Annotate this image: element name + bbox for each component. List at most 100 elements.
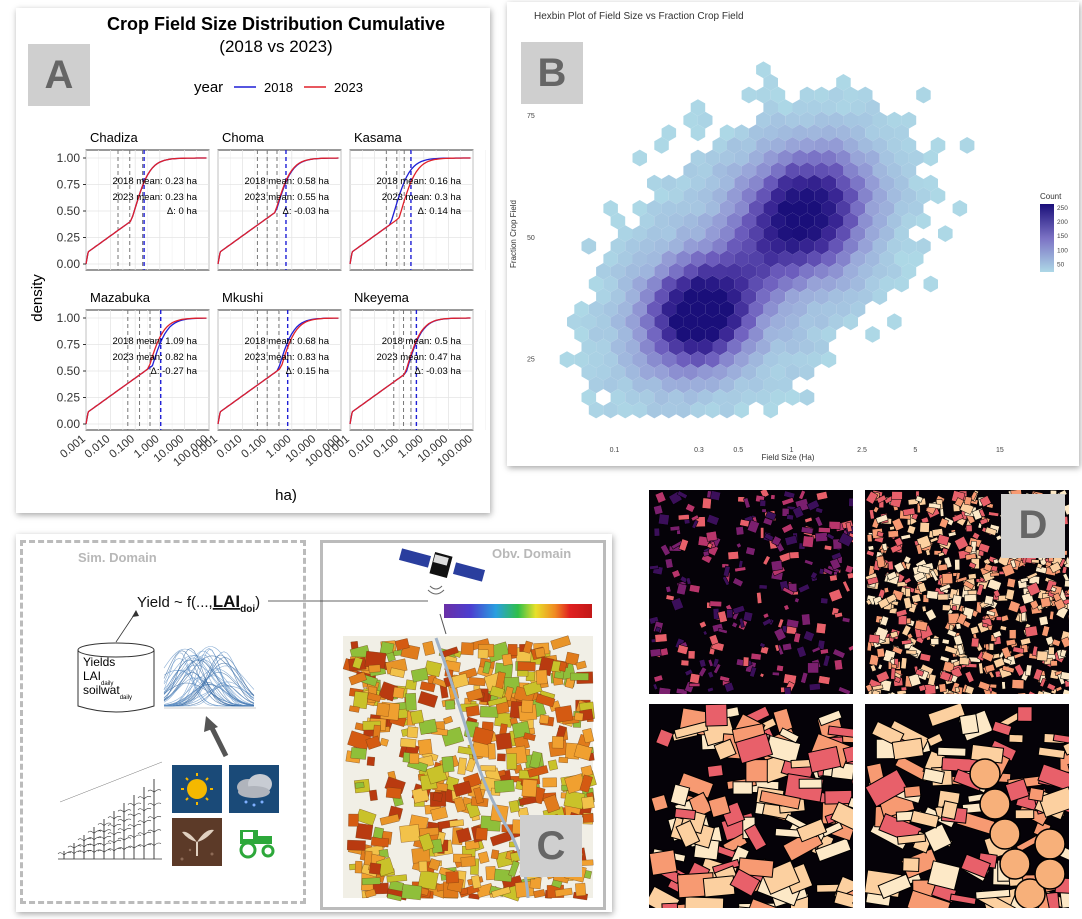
field-segment: [964, 544, 974, 554]
hex-cell: [792, 124, 808, 142]
field-segment: [1009, 629, 1017, 639]
hex-cell: [647, 275, 662, 293]
hex-cell: [763, 275, 778, 293]
satellite-icon: [398, 548, 486, 595]
field-segment: [992, 558, 999, 565]
plant-leaf: [113, 824, 122, 828]
field-segment: [937, 593, 949, 601]
field-segment: [988, 670, 995, 679]
hex-cell: [676, 376, 691, 394]
field-segment: [676, 644, 689, 655]
hex-cell: [734, 250, 749, 268]
field-segment: [664, 558, 674, 569]
hex-cell: [887, 162, 902, 179]
hex-cell: [719, 250, 735, 268]
plant-leaf: [113, 840, 122, 844]
hex-cell: [588, 300, 604, 318]
field-segment: [942, 604, 951, 612]
annotation-mean-2023: 2023 mean: 0.83 ha: [244, 352, 329, 363]
field-patch: [394, 638, 410, 651]
field-segment: [688, 584, 701, 594]
field-segment: [732, 577, 744, 588]
hex-cell: [712, 363, 727, 381]
field-segment: [946, 629, 958, 638]
plant-leaf: [103, 842, 112, 846]
field-segment: [781, 523, 794, 534]
hex-cell: [683, 338, 698, 356]
hex-cell: [814, 288, 829, 305]
plant-leaf: [127, 845, 135, 849]
hex-cell: [567, 313, 582, 331]
field-segment: [749, 666, 758, 678]
pivot-field: [969, 758, 1001, 790]
field-segment: [1040, 596, 1052, 608]
hex-cell: [734, 275, 749, 293]
field-segment: [811, 646, 821, 654]
field-segment: [777, 618, 785, 629]
field-segment: [939, 670, 952, 682]
inputs-arrowhead: [204, 716, 218, 732]
field-patch: [508, 860, 520, 878]
plant-leaf: [87, 837, 95, 841]
hex-cell: [712, 288, 727, 305]
hex-cell: [748, 149, 764, 167]
hex-cell: [850, 275, 866, 293]
field-patch: [352, 691, 369, 710]
db-yields: Yields: [83, 655, 115, 669]
field-segment: [846, 572, 853, 580]
field-segment: [1036, 562, 1043, 569]
cumulative-distribution-chart: Crop Field Size Distribution Cumulative …: [29, 14, 486, 504]
hex-cell: [690, 124, 706, 142]
hex-cell: [879, 250, 895, 268]
field-segment: [896, 833, 927, 845]
hex-cell: [850, 99, 866, 116]
field-segment: [783, 490, 796, 500]
field-segment: [887, 560, 894, 571]
field-segment: [818, 568, 825, 575]
hex-cell: [879, 174, 895, 192]
field-segment: [829, 574, 838, 582]
field-segment: [1008, 733, 1024, 744]
field-patch: [445, 871, 459, 884]
field-segment: [869, 509, 875, 520]
hex-cell: [617, 351, 633, 368]
field-segment: [886, 691, 897, 694]
hex-cell: [625, 313, 640, 331]
field-segment: [907, 518, 911, 526]
hex-cell: [843, 237, 858, 255]
hex-cell: [836, 225, 851, 242]
field-segment: [956, 576, 968, 583]
field-patch: [370, 836, 390, 848]
hex-cell: [821, 225, 837, 242]
field-segment: [900, 686, 907, 692]
hex-cell: [770, 187, 786, 205]
hex-cell: [792, 225, 808, 242]
hex-cell: [828, 237, 844, 255]
colorbar-tick-label: 250: [1057, 205, 1068, 212]
field-patch: [432, 792, 443, 802]
field-patch: [417, 738, 433, 755]
hex-cell: [872, 162, 888, 179]
field-segment: [917, 582, 928, 594]
hex-cell: [697, 111, 713, 129]
field-patch: [410, 667, 429, 683]
ecdf-2023: [217, 317, 339, 425]
field-segment: [965, 524, 973, 532]
field-segment: [1061, 566, 1068, 574]
field-segment: [866, 549, 875, 557]
hex-cell: [661, 275, 677, 293]
hex-cell: [734, 174, 749, 192]
hex-cell: [763, 351, 778, 368]
field-segment: [889, 630, 899, 639]
field-segment: [698, 620, 707, 629]
hex-cell: [828, 263, 844, 280]
hex-cell: [727, 313, 742, 331]
field-segment: [708, 634, 720, 646]
field-segment: [883, 587, 890, 594]
hex-cell: [719, 174, 735, 192]
hex-cell: [792, 300, 808, 318]
field-segment: [669, 525, 681, 532]
field-segment: [1024, 625, 1039, 638]
plant-leaf: [87, 850, 95, 853]
hex-cell: [705, 250, 720, 268]
